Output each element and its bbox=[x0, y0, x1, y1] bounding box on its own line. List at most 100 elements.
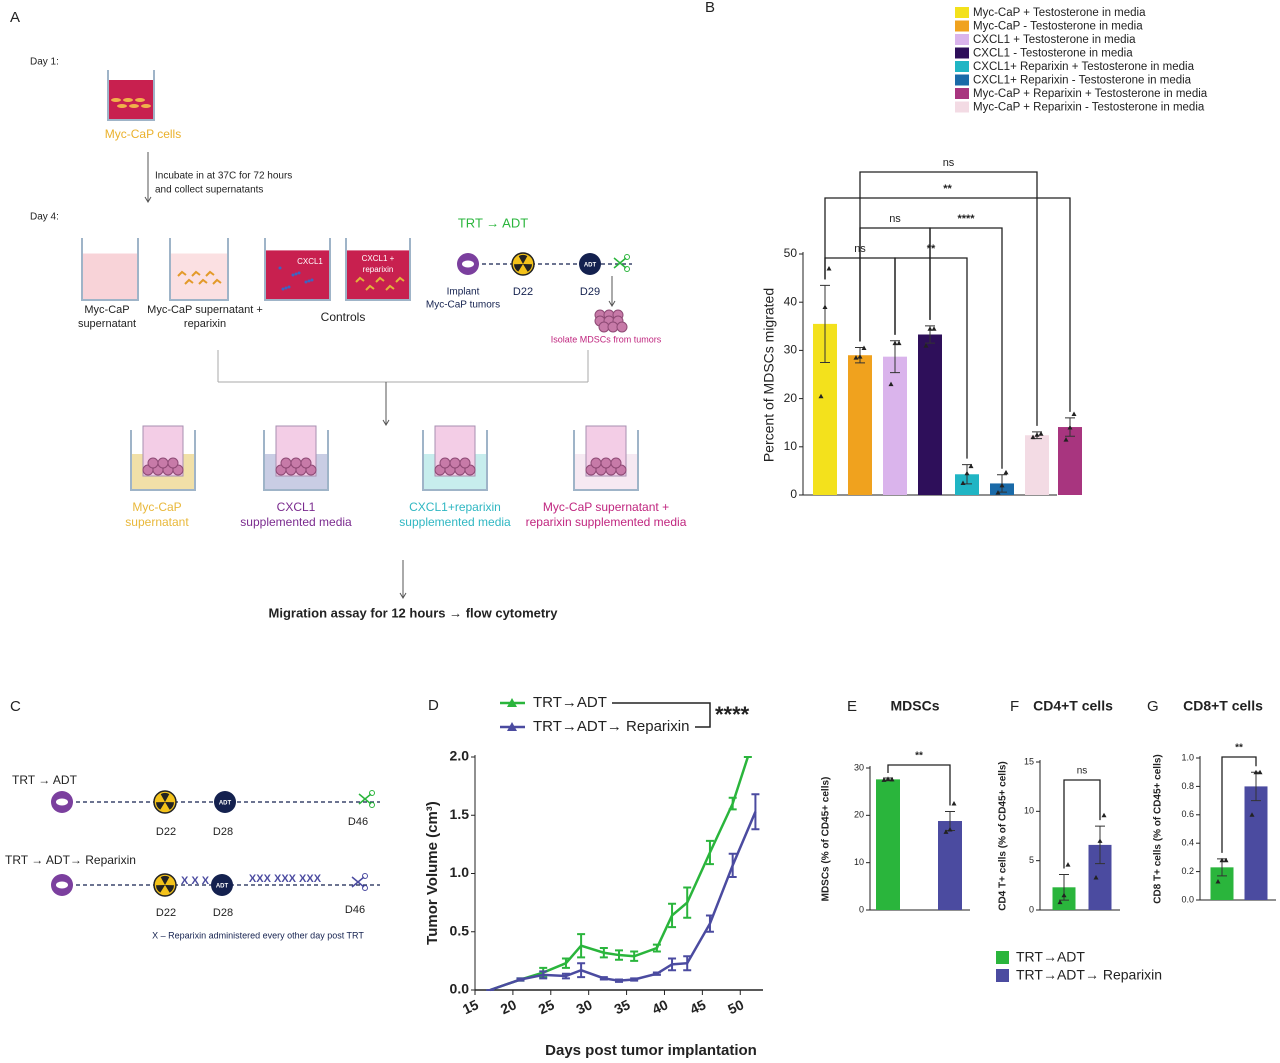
scissors-ring bbox=[362, 885, 368, 891]
data-point bbox=[995, 490, 1001, 495]
x-tick-label: 25 bbox=[536, 996, 557, 1017]
y-tick-label: 15 bbox=[1024, 756, 1034, 766]
y-tick-label: 0 bbox=[1029, 904, 1034, 914]
bar bbox=[1088, 844, 1112, 910]
legend-marker bbox=[507, 698, 517, 707]
well-liquid bbox=[347, 250, 409, 300]
radiation-blade bbox=[160, 876, 170, 885]
radiation-blade bbox=[165, 885, 174, 893]
reparixin bbox=[184, 278, 194, 285]
significance-label: ** bbox=[915, 751, 923, 762]
label: X – Reparixin administered every other d… bbox=[152, 930, 364, 940]
cell bbox=[610, 457, 622, 469]
error-bar bbox=[751, 793, 760, 831]
legend-label: Myc-CaP - Testosterone in media bbox=[973, 21, 1143, 33]
cell bbox=[129, 104, 139, 108]
data-point bbox=[1038, 431, 1044, 436]
data-point bbox=[1257, 769, 1263, 775]
cxcl1-dot bbox=[304, 280, 308, 284]
data-point bbox=[1253, 769, 1259, 775]
panel-label: G bbox=[1147, 698, 1159, 715]
well-liquid bbox=[83, 253, 137, 300]
label: CXCL1 bbox=[277, 500, 316, 514]
y-tick-label: 30 bbox=[854, 762, 864, 772]
data-point bbox=[1057, 899, 1063, 905]
reparixin bbox=[395, 276, 405, 283]
reparixin bbox=[355, 276, 365, 283]
error-bar bbox=[705, 839, 714, 866]
reparixin bbox=[212, 278, 222, 285]
label: Myc-CaP supernatant + bbox=[147, 304, 263, 316]
y-tick-label: 30 bbox=[784, 343, 798, 357]
label: D22 bbox=[156, 907, 176, 919]
legend-label: Myc-CaP + Reparixin - Testosterone in me… bbox=[973, 102, 1205, 114]
well bbox=[345, 238, 411, 301]
data-point bbox=[947, 827, 953, 832]
error-bar bbox=[615, 949, 623, 961]
cxcl1-dot bbox=[281, 287, 285, 291]
cell bbox=[459, 457, 471, 469]
adt-icon bbox=[211, 874, 233, 896]
label: D29 bbox=[580, 286, 600, 298]
legend-swatch bbox=[955, 47, 969, 59]
label: D28 bbox=[213, 907, 233, 919]
scissors-ring bbox=[362, 873, 368, 879]
scissors-ring bbox=[624, 266, 630, 272]
data-point bbox=[826, 265, 832, 271]
scissors-ring bbox=[624, 254, 630, 260]
well-liquid bbox=[171, 253, 227, 300]
significance-label: **** bbox=[957, 213, 975, 225]
cell bbox=[290, 457, 302, 469]
label: Myc-CaP bbox=[84, 304, 129, 316]
cell bbox=[123, 98, 133, 102]
legend-swatch bbox=[955, 101, 969, 113]
x-axis-label: Days post tumor implantation bbox=[545, 1042, 757, 1059]
x-tick-label: 35 bbox=[612, 996, 633, 1017]
cxcl1-dot bbox=[284, 286, 288, 290]
panel-title: CD4+T cells bbox=[1033, 698, 1113, 714]
mouse-body bbox=[56, 881, 68, 889]
arrow-head bbox=[399, 592, 407, 599]
cell bbox=[111, 98, 121, 102]
significance-bracket bbox=[929, 227, 1003, 469]
significance-label: ** bbox=[943, 183, 952, 195]
y-tick-label: 0.8 bbox=[1181, 781, 1194, 791]
legend-label: Myc-CaP + Reparixin + Testosterone in me… bbox=[973, 88, 1208, 100]
cxcl1-dot bbox=[278, 266, 282, 270]
panel-title: CD8+T cells bbox=[1183, 698, 1263, 714]
y-axis-label: Percent of MDSCs migrated bbox=[761, 288, 777, 462]
cell bbox=[147, 457, 159, 469]
legend-marker bbox=[507, 722, 517, 731]
label: Controls bbox=[321, 310, 366, 324]
data-point bbox=[1067, 425, 1073, 430]
y-axis-label: CD4 T+ cells (% of CD45+ cells) bbox=[998, 761, 1009, 911]
data-point bbox=[1071, 411, 1077, 417]
label: D22 bbox=[513, 286, 533, 298]
error-bar bbox=[599, 976, 608, 981]
cxcl1-dot bbox=[307, 279, 311, 283]
well bbox=[130, 430, 196, 491]
well bbox=[169, 238, 229, 301]
error-bar bbox=[1095, 825, 1105, 865]
data-point bbox=[951, 801, 957, 806]
significance-label: ns bbox=[1077, 766, 1088, 777]
legend-label: CXCL1+ Reparixin + Testosterone in media bbox=[973, 61, 1195, 73]
data-point bbox=[861, 345, 867, 350]
legend-swatch bbox=[955, 7, 969, 18]
label: CXCL1 + bbox=[362, 254, 395, 263]
data-point bbox=[1223, 857, 1229, 863]
cell bbox=[117, 104, 127, 108]
well bbox=[264, 238, 331, 301]
label: reparixin supplemented media bbox=[526, 515, 687, 529]
data-point bbox=[881, 777, 887, 782]
cxcl1-dot bbox=[287, 285, 291, 289]
error-bar bbox=[728, 852, 737, 878]
bar bbox=[1025, 435, 1049, 495]
error-bar bbox=[728, 796, 737, 811]
data-point bbox=[960, 480, 966, 485]
panel-label: E bbox=[847, 698, 857, 715]
scissors-ring bbox=[369, 790, 375, 796]
significance-label: ns bbox=[943, 157, 955, 169]
reparixin bbox=[191, 270, 201, 277]
